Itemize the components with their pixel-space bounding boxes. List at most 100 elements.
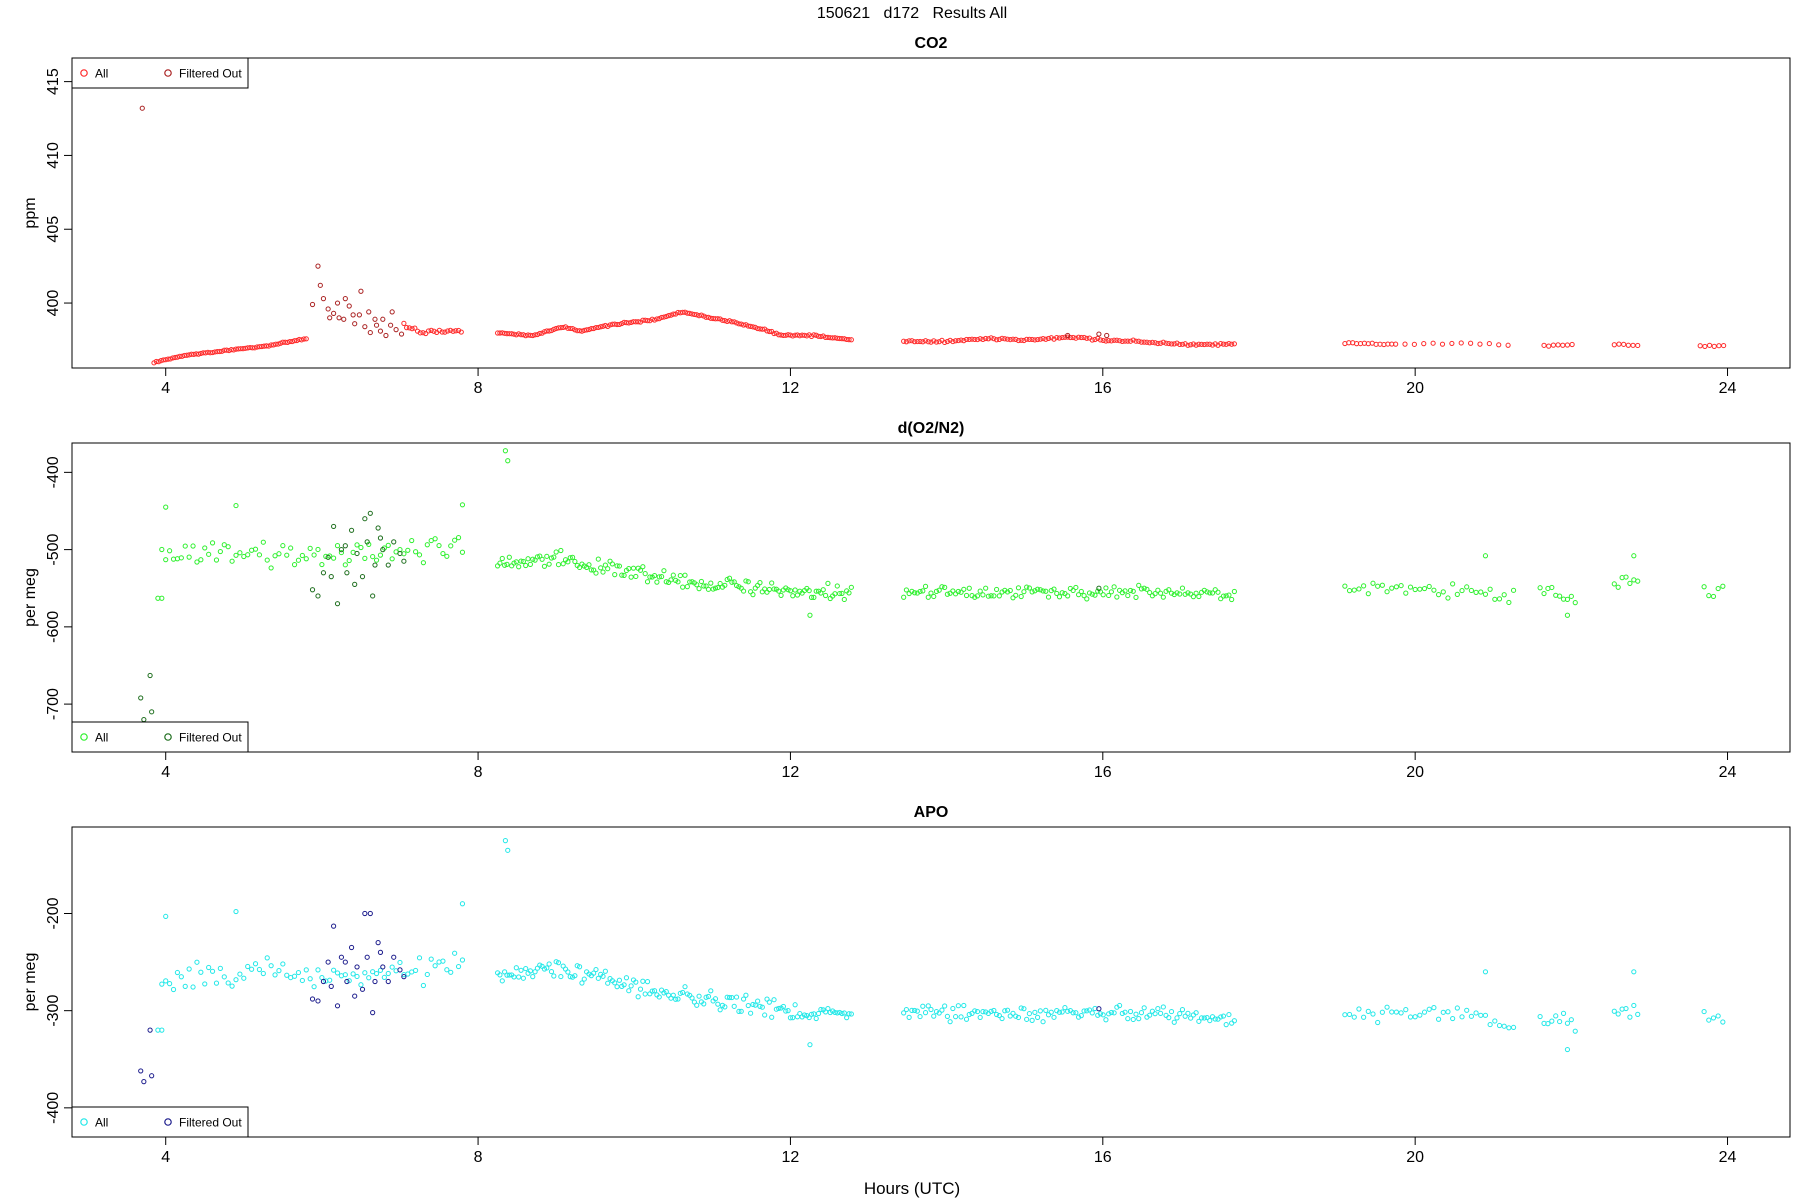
data-point — [268, 342, 274, 348]
data-point — [931, 1013, 937, 1019]
data-points — [138, 448, 1726, 723]
data-point — [698, 578, 705, 585]
data-point — [1454, 1005, 1460, 1011]
data-point — [757, 1003, 763, 1009]
data-point — [1034, 1014, 1041, 1020]
data-point — [1477, 341, 1483, 347]
data-point — [385, 542, 391, 548]
data-point — [844, 1015, 850, 1021]
data-point — [367, 910, 373, 917]
data-point — [534, 554, 541, 560]
data-point — [334, 601, 341, 607]
data-point — [586, 562, 592, 568]
data-point — [1569, 341, 1575, 348]
data-point — [432, 963, 438, 969]
data-point — [909, 1007, 915, 1013]
data-point — [955, 337, 961, 344]
data-point — [651, 572, 658, 579]
data-point — [1450, 1015, 1456, 1022]
data-point — [623, 975, 630, 981]
data-point — [1627, 1014, 1633, 1020]
data-point — [769, 1014, 775, 1020]
data-point — [1138, 586, 1145, 592]
data-point — [1024, 1016, 1030, 1022]
data-point — [334, 300, 341, 306]
data-point — [731, 1003, 737, 1009]
data-point — [972, 336, 978, 343]
data-point — [1130, 588, 1136, 594]
data-point — [284, 339, 291, 345]
data-point — [444, 553, 450, 559]
y-tick-label: 410 — [45, 142, 62, 169]
data-point — [628, 574, 634, 580]
data-point — [532, 557, 538, 563]
data-point — [1212, 341, 1218, 347]
data-point — [912, 1007, 918, 1014]
data-point — [1125, 338, 1131, 344]
data-point — [459, 957, 466, 963]
data-point — [830, 335, 836, 341]
y-axis-label: per meg — [22, 568, 39, 627]
data-point — [996, 593, 1002, 599]
data-point — [1010, 336, 1016, 342]
data-point — [254, 344, 260, 350]
data-point — [1611, 342, 1617, 348]
data-point — [420, 560, 427, 566]
data-point — [785, 332, 791, 338]
data-point — [450, 328, 456, 334]
data-point — [1045, 594, 1052, 600]
data-point — [600, 973, 606, 979]
data-point — [752, 1002, 758, 1008]
series-all — [155, 838, 1726, 1053]
data-point — [1026, 585, 1032, 591]
data-point — [983, 585, 989, 591]
data-point — [988, 593, 994, 599]
data-point — [1389, 585, 1395, 591]
data-point — [661, 568, 667, 574]
data-point — [717, 1007, 723, 1013]
data-point — [544, 965, 550, 971]
data-point — [1630, 342, 1636, 348]
data-point — [334, 1003, 341, 1009]
data-point — [607, 558, 613, 564]
data-point — [1193, 1010, 1199, 1016]
data-point — [1168, 341, 1175, 347]
data-point — [366, 309, 372, 315]
data-point — [576, 328, 583, 334]
data-point — [771, 330, 777, 337]
data-point — [301, 336, 307, 342]
data-point — [958, 589, 964, 595]
data-point — [991, 593, 997, 599]
data-point — [1464, 1007, 1470, 1013]
data-point — [1037, 336, 1043, 342]
data-point — [1560, 1010, 1567, 1016]
data-point — [1496, 1022, 1503, 1029]
data-point — [952, 1014, 959, 1020]
data-point — [1059, 590, 1065, 596]
data-point — [1004, 336, 1011, 342]
data-point — [1450, 581, 1456, 587]
data-point — [974, 336, 981, 343]
data-point — [942, 339, 948, 346]
data-point — [405, 547, 411, 553]
data-point — [420, 330, 426, 336]
data-point — [309, 587, 316, 593]
data-point — [680, 989, 686, 996]
legend-label: All — [95, 1116, 108, 1130]
data-point — [1510, 587, 1517, 593]
data-point — [1032, 337, 1038, 343]
data-point — [1007, 336, 1013, 343]
data-point — [346, 557, 352, 564]
data-point — [1168, 1008, 1175, 1015]
data-point — [348, 944, 355, 951]
data-point — [1715, 1013, 1721, 1019]
data-point — [202, 545, 208, 551]
data-point — [944, 591, 950, 597]
legend: All Filtered Out — [71, 721, 249, 753]
data-point — [516, 974, 522, 980]
data-point — [729, 579, 735, 585]
data-point — [1229, 341, 1235, 347]
data-point — [588, 326, 594, 332]
data-point — [581, 327, 587, 333]
data-point — [444, 967, 450, 973]
